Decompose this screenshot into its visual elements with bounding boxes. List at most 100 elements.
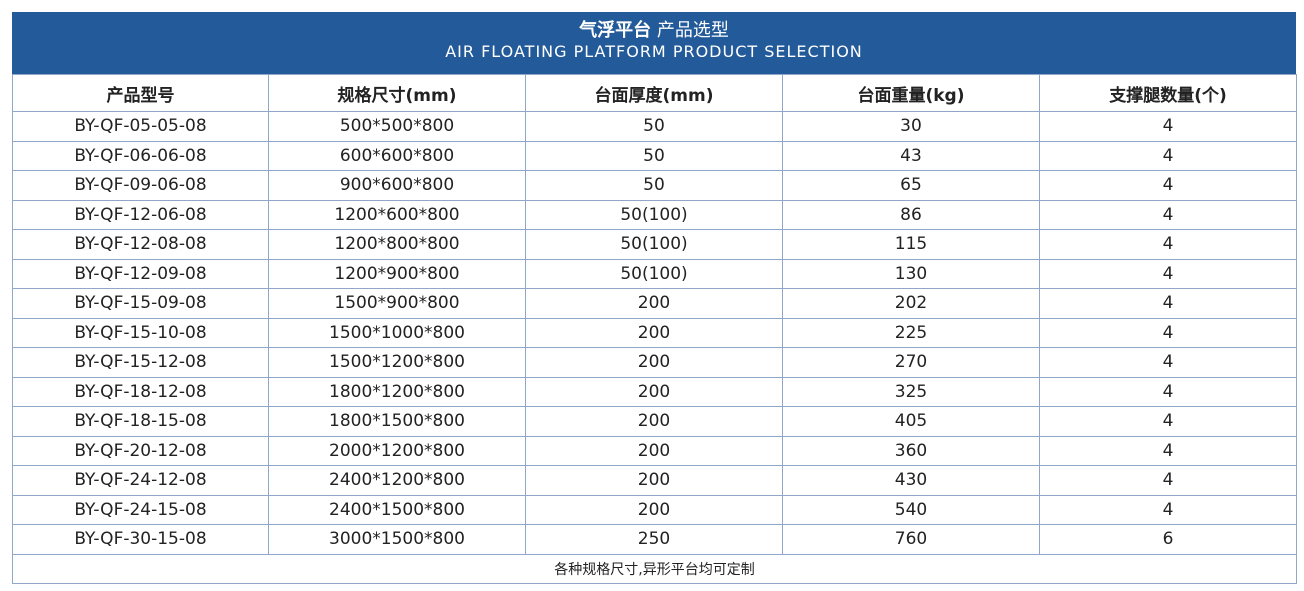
header-model: 产品型号 bbox=[12, 74, 269, 112]
cell-thickness: 50 bbox=[525, 111, 783, 142]
cell-weight: 430 bbox=[782, 465, 1040, 496]
table-row: BY-QF-12-09-08 1200*900*800 50(100) 130 4 bbox=[12, 258, 1297, 289]
cell-legs: 4 bbox=[1039, 406, 1297, 437]
banner-title-rest: 产品选型 bbox=[656, 20, 729, 41]
banner-subtitle: AIR FLOATING PLATFORM PRODUCT SELECTION bbox=[445, 42, 863, 61]
cell-weight: 65 bbox=[782, 170, 1040, 201]
cell-thickness: 200 bbox=[525, 376, 783, 407]
header-legs: 支撑腿数量(个) bbox=[1039, 74, 1297, 112]
table-body: BY-QF-05-05-08 500*500*800 50 30 4 BY-QF-06-0… bbox=[12, 111, 1297, 555]
cell-legs: 4 bbox=[1039, 170, 1297, 201]
table-row: BY-QF-05-05-08 500*500*800 50 30 4 bbox=[12, 111, 1297, 142]
cell-legs: 4 bbox=[1039, 288, 1297, 319]
table-row: BY-QF-20-12-08 2000*1200*800 200 360 4 bbox=[12, 435, 1297, 466]
cell-thickness: 200 bbox=[525, 494, 783, 525]
cell-thickness: 200 bbox=[525, 406, 783, 437]
cell-weight: 405 bbox=[782, 406, 1040, 437]
cell-thickness: 50 bbox=[525, 170, 783, 201]
table-row: BY-QF-12-06-08 1200*600*800 50(100) 86 4 bbox=[12, 199, 1297, 230]
table-row: BY-QF-30-15-08 3000*1500*800 250 760 6 bbox=[12, 524, 1297, 555]
cell-model: BY-QF-24-12-08 bbox=[12, 465, 269, 496]
cell-model: BY-QF-30-15-08 bbox=[12, 524, 269, 555]
cell-model: BY-QF-12-06-08 bbox=[12, 199, 269, 230]
cell-size: 1200*900*800 bbox=[268, 258, 526, 289]
cell-weight: 30 bbox=[782, 111, 1040, 142]
table-row: BY-QF-06-06-08 600*600*800 50 43 4 bbox=[12, 140, 1297, 171]
cell-model: BY-QF-15-10-08 bbox=[12, 317, 269, 348]
table-row: BY-QF-15-10-08 1500*1000*800 200 225 4 bbox=[12, 317, 1297, 348]
cell-size: 1200*800*800 bbox=[268, 229, 526, 260]
cell-legs: 4 bbox=[1039, 376, 1297, 407]
cell-thickness: 200 bbox=[525, 435, 783, 466]
table-row: BY-QF-24-12-08 2400*1200*800 200 430 4 bbox=[12, 465, 1297, 496]
cell-weight: 760 bbox=[782, 524, 1040, 555]
product-selection-sheet: 气浮平台 产品选型 AIR FLOATING PLATFORM PRODUCT … bbox=[12, 12, 1297, 584]
customization-note: 各种规格尺寸,异形平台均可定制 bbox=[12, 553, 1297, 584]
cell-size: 1500*900*800 bbox=[268, 288, 526, 319]
cell-size: 1200*600*800 bbox=[268, 199, 526, 230]
banner-title: 气浮平台 产品选型 bbox=[12, 12, 1296, 42]
cell-size: 1500*1200*800 bbox=[268, 347, 526, 378]
cell-legs: 4 bbox=[1039, 199, 1297, 230]
cell-thickness: 200 bbox=[525, 465, 783, 496]
cell-weight: 130 bbox=[782, 258, 1040, 289]
cell-legs: 4 bbox=[1039, 465, 1297, 496]
cell-weight: 43 bbox=[782, 140, 1040, 171]
product-table: 产品型号 规格尺寸(mm) 台面厚度(mm) 台面重量(kg) 支撑腿数量(个)… bbox=[12, 74, 1297, 584]
cell-size: 1800*1200*800 bbox=[268, 376, 526, 407]
cell-size: 2400*1500*800 bbox=[268, 494, 526, 525]
cell-weight: 86 bbox=[782, 199, 1040, 230]
cell-thickness: 50(100) bbox=[525, 229, 783, 260]
cell-model: BY-QF-12-08-08 bbox=[12, 229, 269, 260]
header-weight: 台面重量(kg) bbox=[782, 74, 1040, 112]
header-thickness: 台面厚度(mm) bbox=[525, 74, 783, 112]
cell-model: BY-QF-05-05-08 bbox=[12, 111, 269, 142]
table-row: BY-QF-09-06-08 900*600*800 50 65 4 bbox=[12, 170, 1297, 201]
table-row: BY-QF-15-12-08 1500*1200*800 200 270 4 bbox=[12, 347, 1297, 378]
note-row: 各种规格尺寸,异形平台均可定制 bbox=[12, 553, 1297, 584]
cell-size: 600*600*800 bbox=[268, 140, 526, 171]
banner-title-bold: 气浮平台 bbox=[579, 20, 652, 41]
cell-model: BY-QF-15-12-08 bbox=[12, 347, 269, 378]
header-size: 规格尺寸(mm) bbox=[268, 74, 526, 112]
cell-size: 1800*1500*800 bbox=[268, 406, 526, 437]
cell-legs: 4 bbox=[1039, 494, 1297, 525]
cell-size: 3000*1500*800 bbox=[268, 524, 526, 555]
cell-model: BY-QF-18-12-08 bbox=[12, 376, 269, 407]
cell-weight: 202 bbox=[782, 288, 1040, 319]
cell-weight: 360 bbox=[782, 435, 1040, 466]
cell-model: BY-QF-15-09-08 bbox=[12, 288, 269, 319]
header-row: 产品型号 规格尺寸(mm) 台面厚度(mm) 台面重量(kg) 支撑腿数量(个) bbox=[12, 74, 1297, 112]
table-row: BY-QF-18-12-08 1800*1200*800 200 325 4 bbox=[12, 376, 1297, 407]
cell-model: BY-QF-24-15-08 bbox=[12, 494, 269, 525]
cell-thickness: 250 bbox=[525, 524, 783, 555]
cell-model: BY-QF-20-12-08 bbox=[12, 435, 269, 466]
cell-model: BY-QF-06-06-08 bbox=[12, 140, 269, 171]
cell-legs: 4 bbox=[1039, 111, 1297, 142]
cell-model: BY-QF-09-06-08 bbox=[12, 170, 269, 201]
cell-weight: 115 bbox=[782, 229, 1040, 260]
cell-weight: 270 bbox=[782, 347, 1040, 378]
cell-weight: 325 bbox=[782, 376, 1040, 407]
cell-legs: 4 bbox=[1039, 435, 1297, 466]
table-row: BY-QF-18-15-08 1800*1500*800 200 405 4 bbox=[12, 406, 1297, 437]
cell-legs: 4 bbox=[1039, 347, 1297, 378]
cell-thickness: 50 bbox=[525, 140, 783, 171]
cell-weight: 225 bbox=[782, 317, 1040, 348]
cell-thickness: 200 bbox=[525, 288, 783, 319]
cell-model: BY-QF-12-09-08 bbox=[12, 258, 269, 289]
cell-thickness: 200 bbox=[525, 317, 783, 348]
cell-weight: 540 bbox=[782, 494, 1040, 525]
cell-legs: 6 bbox=[1039, 524, 1297, 555]
table-row: BY-QF-12-08-08 1200*800*800 50(100) 115 4 bbox=[12, 229, 1297, 260]
cell-thickness: 50(100) bbox=[525, 199, 783, 230]
cell-legs: 4 bbox=[1039, 229, 1297, 260]
cell-legs: 4 bbox=[1039, 258, 1297, 289]
table-row: BY-QF-15-09-08 1500*900*800 200 202 4 bbox=[12, 288, 1297, 319]
cell-size: 2400*1200*800 bbox=[268, 465, 526, 496]
cell-size: 2000*1200*800 bbox=[268, 435, 526, 466]
cell-thickness: 200 bbox=[525, 347, 783, 378]
cell-size: 900*600*800 bbox=[268, 170, 526, 201]
title-banner: 气浮平台 产品选型 AIR FLOATING PLATFORM PRODUCT … bbox=[12, 12, 1296, 74]
table-row: BY-QF-24-15-08 2400*1500*800 200 540 4 bbox=[12, 494, 1297, 525]
